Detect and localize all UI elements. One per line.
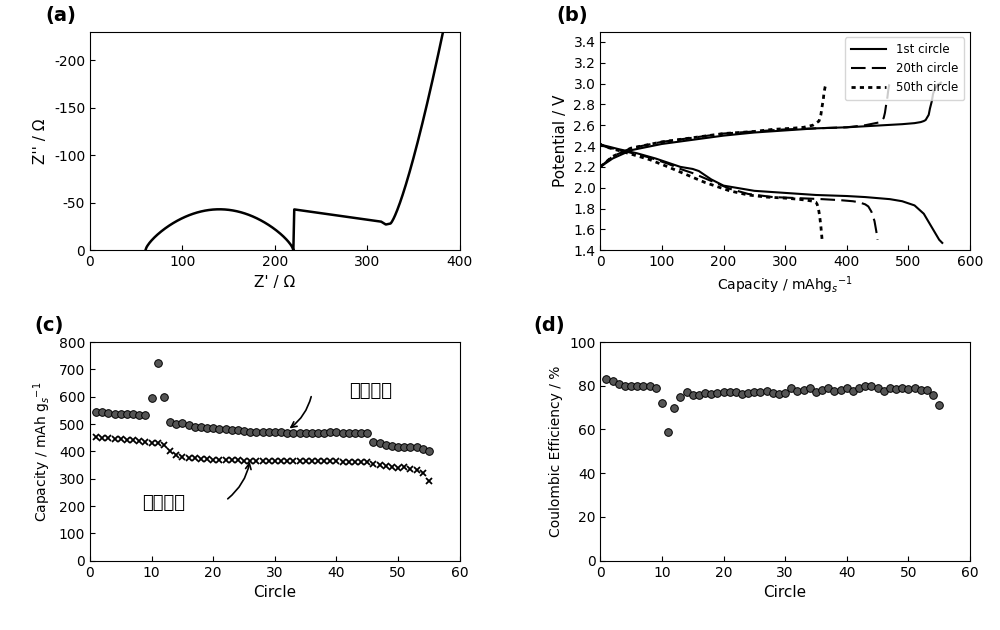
Y-axis label: Capacity / mAh g$_s$$^{-1}$: Capacity / mAh g$_s$$^{-1}$ <box>32 381 53 522</box>
X-axis label: Circle: Circle <box>253 585 296 600</box>
Text: (c): (c) <box>35 316 64 335</box>
X-axis label: Capacity / mAhg$_s$$^{-1}$: Capacity / mAhg$_s$$^{-1}$ <box>717 275 853 296</box>
Y-axis label: Coulombic Efficiency / %: Coulombic Efficiency / % <box>549 365 563 537</box>
Text: (d): (d) <box>534 316 565 335</box>
Legend: 1st circle, 20th circle, 50th circle: 1st circle, 20th circle, 50th circle <box>845 37 964 100</box>
Text: (a): (a) <box>46 6 77 25</box>
Text: 充电容量: 充电容量 <box>349 382 392 400</box>
X-axis label: Circle: Circle <box>764 585 807 600</box>
Text: (b): (b) <box>556 6 588 25</box>
Text: 放电容量: 放电容量 <box>142 495 185 512</box>
X-axis label: Z' / Ω: Z' / Ω <box>254 275 295 290</box>
Y-axis label: Potential / V: Potential / V <box>553 94 568 187</box>
Y-axis label: Z'' / Ω: Z'' / Ω <box>33 118 48 164</box>
